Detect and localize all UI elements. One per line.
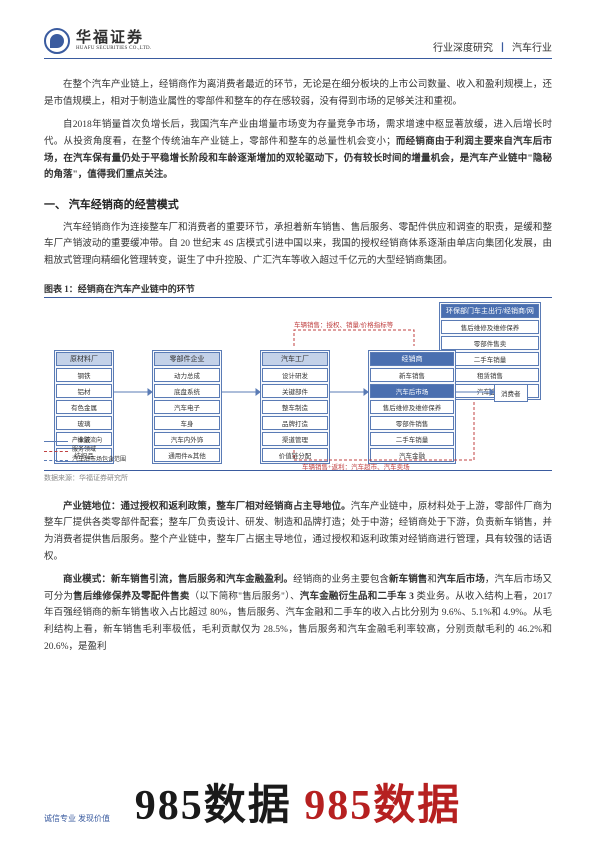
diagram-col-header: 原材料厂 xyxy=(56,352,112,366)
logo: 华福证券 HUAFU SECURITIES CO.,LTD. xyxy=(44,28,152,54)
diagram-cell: 有色金属 xyxy=(56,400,112,414)
diagram-cell: 新车销售 xyxy=(370,368,454,382)
diagram-cell: 汽车金融 xyxy=(370,448,454,462)
page-header: 华福证券 HUAFU SECURITIES CO.,LTD. 行业深度研究 丨 … xyxy=(44,28,552,59)
diagram-col-2: 零部件企业 动力总成 底盘系统 汽车电子 车身 汽车内外饰 通用件&其他 xyxy=(152,350,222,464)
diagram-cell: 通用件&其他 xyxy=(154,448,220,462)
diagram-note-bottom: 车辆销售+返利：汽车超市、汽车卖场 xyxy=(302,461,410,471)
diagram-cell: 售后维修及维修保养 xyxy=(441,320,539,334)
diagram-cell: 汽车电子 xyxy=(154,400,220,414)
diagram-col-header: 经销商 xyxy=(370,352,454,366)
diagram-col-4: 经销商 新车销售 汽车后市场 售后维修及维修保养 零部件销售 二手车销量 汽车金… xyxy=(368,350,456,464)
diagram-cell: 钢铁 xyxy=(56,368,112,382)
diagram-cell: 二手车销量 xyxy=(370,432,454,446)
diagram-col-3: 汽车工厂 设计研发 关键部件 整车制造 品牌打造 渠道管理 价值链分配 xyxy=(260,350,330,464)
logo-text-cn: 华福证券 xyxy=(76,31,152,46)
paragraph-3: 汽车经销商作为连接整车厂和消费者的重要环节，承担着新车销售、售后服务、零配件供应… xyxy=(44,220,552,270)
figure-source: 数据来源：华福证券研究所 xyxy=(44,470,552,483)
diagram-cell: 动力总成 xyxy=(154,368,220,382)
diagram-cell: 车身 xyxy=(154,416,220,430)
diagram-note-top: 车辆销售：授权、销量/价格指标等 xyxy=(294,319,393,329)
diagram-consumer-box: 消费者 xyxy=(494,384,528,402)
watermark: 985数据 985数据 xyxy=(135,771,462,832)
diagram-legend: 产业链流向 服务领域 汽车后市场包含范围 xyxy=(44,437,126,466)
header-category: 行业深度研究 xyxy=(433,43,493,54)
figure-diagram: 环保部门车主出行/经销商/网 售后维修及维修保养 零部件售卖 二手车销量 租赁销… xyxy=(44,302,552,470)
diagram-cell: 价值链分配 xyxy=(262,448,328,462)
paragraph-2: 自2018年销量首次负增长后，我国汽车产业由增量市场变为存量竞争市场，需求增速中… xyxy=(44,117,552,184)
diagram-cell: 品牌打造 xyxy=(262,416,328,430)
diagram-cell: 零部件售卖 xyxy=(441,336,539,350)
paragraph-1: 在整个汽车产业链上，经销商作为离消费者最近的环节，无论是在细分板块的上市公司数量… xyxy=(44,77,552,110)
diagram-cell: 渠道管理 xyxy=(262,432,328,446)
diagram-cell: 设计研发 xyxy=(262,368,328,382)
diagram-cell: 底盘系统 xyxy=(154,384,220,398)
diagram-cell: 汽车后市场 xyxy=(370,384,454,398)
header-right: 行业深度研究 丨 汽车行业 xyxy=(433,39,552,54)
paragraph-4: 产业链地位：通过授权和返利政策，整车厂相对经销商占主导地位。汽车产业链中，原材料… xyxy=(44,499,552,566)
diagram-cell: 整车制造 xyxy=(262,400,328,414)
diagram-cell: 售后维修及维修保养 xyxy=(370,400,454,414)
diagram-sidecol-header: 环保部门车主出行/经销商/网 xyxy=(441,304,539,318)
paragraph-5: 商业模式：新车销售引流，售后服务和汽车金融盈利。经销商的业务主要包含新车销售和汽… xyxy=(44,572,552,655)
figure-title: 图表 1：经销商在汽车产业链中的环节 xyxy=(44,282,552,298)
logo-icon xyxy=(44,28,70,54)
section-heading-1: 一、 汽车经销商的经营模式 xyxy=(44,196,552,212)
diagram-cell: 铝材 xyxy=(56,384,112,398)
diagram-cell: 零部件销售 xyxy=(370,416,454,430)
footer-slogan: 诚信专业 发现价值 xyxy=(44,814,110,823)
diagram-cell: 玻璃 xyxy=(56,416,112,430)
header-industry: 汽车行业 xyxy=(512,43,552,54)
logo-text-en: HUAFU SECURITIES CO.,LTD. xyxy=(76,46,152,51)
diagram-cell: 关键部件 xyxy=(262,384,328,398)
header-separator: 丨 xyxy=(498,43,508,54)
diagram-col-header: 零部件企业 xyxy=(154,352,220,366)
diagram-cell: 汽车内外饰 xyxy=(154,432,220,446)
diagram-col-header: 汽车工厂 xyxy=(262,352,328,366)
